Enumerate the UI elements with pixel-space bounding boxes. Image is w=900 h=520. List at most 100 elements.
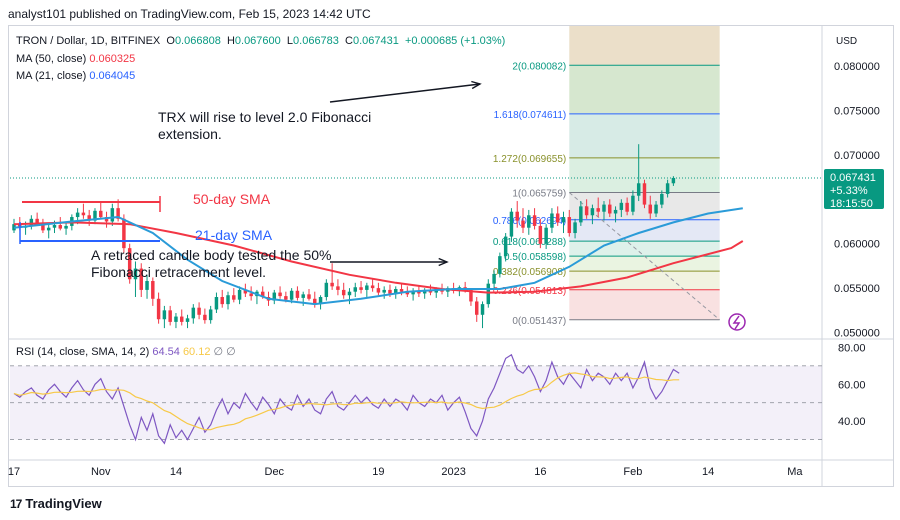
candle-body bbox=[145, 281, 149, 290]
candle-body bbox=[613, 209, 618, 214]
time-tick-label: Nov bbox=[91, 466, 111, 478]
candle-body bbox=[671, 177, 676, 184]
candle-body bbox=[64, 225, 68, 229]
candle-body bbox=[295, 290, 300, 298]
rsi-ma-value: 60.12 bbox=[182, 346, 211, 358]
candle-body bbox=[625, 202, 629, 212]
candle-body bbox=[336, 286, 340, 290]
candle-body bbox=[492, 273, 496, 284]
symbol-name: TRON / Dollar, 1D, BITFINEX bbox=[16, 35, 161, 47]
time-tick-label: 2023 bbox=[441, 466, 465, 478]
candle-body bbox=[665, 183, 670, 194]
candle-body bbox=[532, 215, 537, 226]
candle-body bbox=[278, 292, 282, 297]
candle-body bbox=[561, 217, 566, 223]
fib-zone bbox=[569, 271, 720, 290]
ma50-legend[interactable]: MA (50, close) 0.060325 bbox=[16, 53, 135, 65]
change-value: +0.000685 (+1.03%) bbox=[405, 35, 506, 47]
candle-body bbox=[486, 283, 491, 305]
fib-zone bbox=[569, 65, 720, 114]
fib-zone bbox=[569, 113, 720, 158]
candle-body bbox=[394, 289, 398, 294]
candle-body bbox=[324, 282, 329, 298]
candle-body bbox=[52, 225, 57, 228]
fib-zone bbox=[569, 289, 720, 320]
price-tick-label: 0.050000 bbox=[834, 328, 880, 340]
candle-body bbox=[382, 289, 386, 293]
candle-body bbox=[353, 287, 358, 292]
open-value: 0.066808 bbox=[174, 35, 221, 47]
ma21-legend[interactable]: MA (21, close) 0.064045 bbox=[16, 70, 135, 82]
candle-body bbox=[307, 294, 311, 299]
candle-body bbox=[555, 213, 560, 223]
candle-body bbox=[596, 208, 600, 212]
candle-body bbox=[301, 294, 305, 298]
lightning-bolt-icon bbox=[732, 315, 741, 330]
candle-body bbox=[58, 225, 63, 229]
candle-body bbox=[46, 227, 51, 231]
rsi-legend[interactable]: RSI (14, close, SMA, 14, 2) 64.54 60.12 … bbox=[16, 345, 236, 358]
candle-body bbox=[99, 210, 103, 218]
rsi-extra: ∅ ∅ bbox=[213, 346, 236, 358]
price-tag-countdown: 18:15:50 bbox=[830, 198, 873, 210]
rsi-tick-label: 60.00 bbox=[838, 379, 866, 391]
candle-body bbox=[272, 292, 277, 301]
tradingview-name: TradingView bbox=[25, 496, 102, 511]
time-tick-label: 17 bbox=[8, 466, 20, 478]
candle-body bbox=[399, 289, 404, 292]
high-value: 0.067600 bbox=[234, 35, 281, 47]
candle-body bbox=[232, 295, 236, 300]
candle-body bbox=[654, 204, 658, 214]
candle-body bbox=[417, 290, 421, 294]
candle-body bbox=[584, 206, 589, 216]
sma50-annotation: 50-day SMA bbox=[193, 191, 271, 207]
candle-body bbox=[197, 307, 201, 315]
candle-body bbox=[110, 208, 115, 222]
time-tick-label: Feb bbox=[623, 466, 642, 478]
candle-body bbox=[341, 289, 346, 296]
fib-level-label: 0.382(0.056908) bbox=[493, 267, 566, 278]
candle-body bbox=[180, 316, 184, 322]
candle-body bbox=[631, 195, 635, 212]
candle-body bbox=[41, 223, 45, 231]
symbol-legend[interactable]: TRON / Dollar, 1D, BITFINEX O0.066808 H0… bbox=[16, 35, 505, 47]
tradingview-brand[interactable]: 17 TradingView bbox=[10, 496, 102, 511]
candle-body bbox=[359, 287, 363, 290]
rsi-tick-label: 40.00 bbox=[838, 416, 866, 428]
rsi-line bbox=[13, 353, 680, 445]
candle-body bbox=[648, 204, 652, 214]
price-tick-label: 0.075000 bbox=[834, 105, 880, 117]
candle-body bbox=[318, 297, 323, 305]
trx-annotation-line1: TRX will rise to level 2.0 Fibonacci bbox=[158, 109, 371, 125]
candle-body bbox=[237, 289, 242, 300]
candle-body bbox=[388, 289, 392, 294]
candle-body bbox=[608, 204, 612, 214]
candle-body bbox=[35, 218, 39, 224]
candle-body bbox=[376, 288, 381, 293]
candle-body bbox=[174, 316, 178, 322]
candle-body bbox=[104, 217, 109, 222]
price-tick-label: 0.080000 bbox=[834, 61, 880, 73]
candle-body bbox=[538, 225, 543, 244]
chart-frame bbox=[8, 25, 894, 487]
fib-level-label: 1.618(0.074611) bbox=[494, 110, 567, 121]
trx-arrow-head bbox=[471, 80, 482, 90]
ma50-label: MA (50, close) bbox=[16, 53, 87, 65]
rsi-label: RSI (14, close, SMA, 14, 2) bbox=[16, 346, 150, 358]
candle-body bbox=[602, 204, 606, 212]
candle-body bbox=[370, 285, 375, 289]
candle-body bbox=[579, 206, 583, 223]
candle-body bbox=[203, 314, 207, 321]
candle-body bbox=[347, 291, 352, 296]
candle-body bbox=[590, 208, 595, 216]
candle-body bbox=[168, 310, 172, 322]
publisher-line: analyst101 published on TradingView.com,… bbox=[8, 7, 371, 21]
rsi-sma-line bbox=[13, 372, 680, 431]
candle-body bbox=[127, 248, 132, 280]
candle-body bbox=[185, 318, 190, 322]
candle-body bbox=[191, 307, 196, 319]
candle-body bbox=[260, 291, 265, 298]
time-tick-label: 19 bbox=[372, 466, 384, 478]
currency-label: USD bbox=[836, 36, 857, 47]
